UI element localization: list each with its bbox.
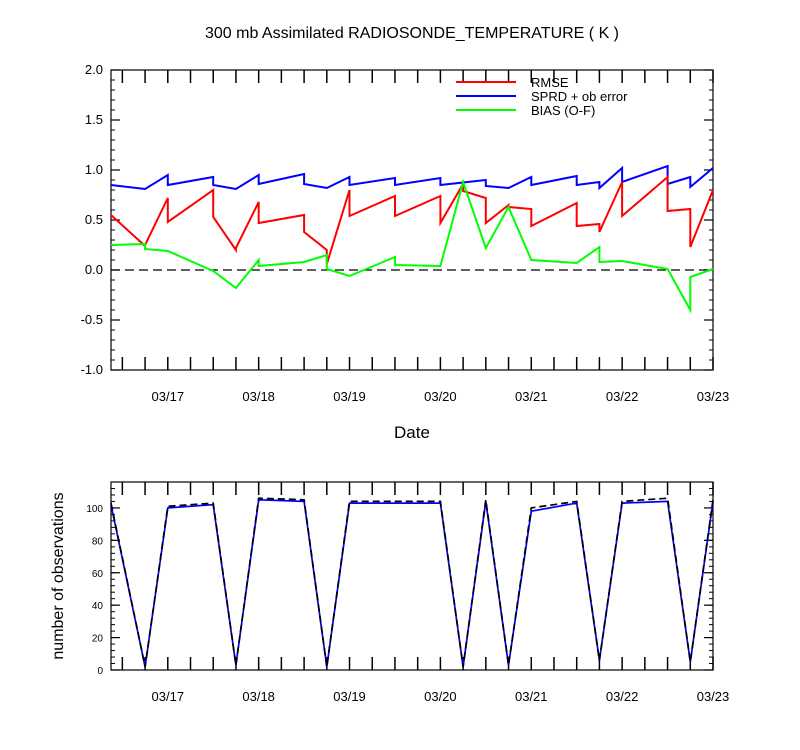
bottom-y-tick-label: 60	[92, 569, 104, 580]
bottom-y-tick-label: 80	[92, 536, 104, 547]
bottom-y-tick-label: 40	[92, 601, 104, 612]
top-x-tick-label: 03/22	[606, 389, 639, 404]
series-line-rmse	[110, 174, 714, 265]
series-line-sprd-ob-error	[110, 164, 714, 191]
top-x-tick-label: 03/21	[515, 389, 548, 404]
top-x-tick-label: 03/17	[152, 389, 185, 404]
bottom-y-tick-label: 0	[97, 666, 103, 677]
top-y-tick-label: -1.0	[81, 362, 103, 377]
bottom-x-tick-label: 03/17	[152, 689, 185, 704]
top-y-tick-label: 0.5	[85, 212, 103, 227]
chart-title: 300 mb Assimilated RADIOSONDE_TEMPERATUR…	[205, 25, 619, 42]
bottom-y-tick-label: 20	[92, 634, 104, 645]
bottom-x-tick-label: 03/18	[242, 689, 275, 704]
top-y-tick-label: 0.0	[85, 262, 103, 277]
legend-label-bias-o-f: BIAS (O-F)	[531, 103, 595, 118]
top-x-tick-label: 03/23	[697, 389, 730, 404]
bottom-x-tick-label: 03/21	[515, 689, 548, 704]
bottom-panel: 100 80 60 40 20 0 03/17 03/18 03/19 03/20 03/21 03/…	[86, 481, 730, 704]
top-x-tick-label: 03/20	[424, 389, 457, 404]
series-line-bias-o-f	[110, 178, 714, 314]
bottom-plot-frame	[110, 481, 714, 671]
bottom-x-tick-label: 03/20	[424, 689, 457, 704]
top-x-tick-label: 03/18	[242, 389, 275, 404]
bottom-x-tick-label: 03/23	[697, 689, 730, 704]
bottom-x-tick-label: 03/19	[333, 689, 366, 704]
top-plot-frame	[110, 69, 714, 371]
top-y-tick-label: 1.5	[85, 112, 103, 127]
bottom-x-tick-label: 03/22	[606, 689, 639, 704]
bottom-y-tick-label: 100	[86, 504, 103, 515]
top-y-tick-label: 2.0	[85, 62, 103, 77]
legend-label-sprd-ob-error: SPRD + ob error	[531, 89, 628, 104]
observations-line-solid	[110, 498, 714, 667]
y-axis-title-observations: number of observations	[50, 492, 67, 659]
top-y-tick-label: -0.5	[81, 312, 103, 327]
top-y-tick-label: 1.0	[85, 162, 103, 177]
top-panel: 2.0 1.5 1.0 0.5 0.0 -0.5 -1.0 03/17 03/18 03/19 03…	[81, 62, 730, 404]
observations-line-dashed	[110, 497, 714, 667]
top-x-tick-label: 03/19	[333, 389, 366, 404]
legend-label-rmse: RMSE	[531, 75, 569, 90]
x-axis-title: Date	[394, 423, 430, 442]
